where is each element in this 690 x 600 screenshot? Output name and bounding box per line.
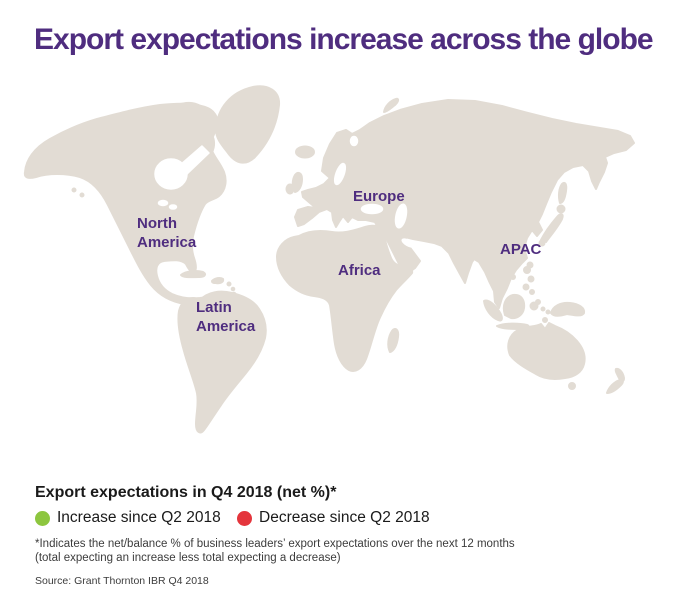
new-guinea-island — [550, 301, 586, 317]
madagascar-island — [387, 328, 400, 353]
decrease-marker-dot — [237, 510, 252, 526]
inland-seas — [154, 135, 415, 248]
indonesia-islands — [483, 293, 551, 330]
footnote-line-1: *Indicates the net/balance % of business… — [35, 538, 515, 550]
page-title: Export expectations increase across the … — [34, 23, 654, 56]
japan-islands — [538, 204, 566, 247]
tasmania-island — [568, 382, 576, 390]
white-sea — [349, 135, 359, 147]
legend-item-decrease: Decrease since Q2 2018 — [237, 509, 430, 527]
region-label-europe: Europe — [353, 188, 405, 205]
hainan-island — [510, 274, 516, 280]
persian-gulf — [401, 238, 415, 248]
eurasia-landmass — [294, 99, 635, 309]
south-america-landmass — [177, 290, 267, 434]
baltic-sea — [333, 162, 347, 186]
landmasses — [23, 85, 635, 434]
new-zealand-islands — [606, 367, 625, 394]
british-isles — [285, 171, 303, 195]
novaya-zemlya-island — [383, 97, 400, 113]
region-label-north-america: North America — [137, 215, 197, 252]
region-label-africa: Africa — [338, 262, 381, 279]
footnote-line-2: (total expecting an increase less total … — [35, 552, 341, 564]
region-label-latin-america: Latin America — [196, 299, 256, 336]
philippine-islands — [522, 266, 535, 295]
source-attribution: Source: Grant Thornton IBR Q4 2018 — [35, 575, 209, 587]
caspian-sea — [394, 203, 408, 229]
legend-heading: Export expectations in Q4 2018 (net %)* — [35, 484, 337, 501]
legend-item-label: Increase since Q2 2018 — [57, 509, 221, 526]
increase-marker-dot — [35, 510, 50, 526]
iceland-island — [295, 145, 315, 159]
australia-landmass — [507, 322, 586, 380]
aleutian-islands — [71, 187, 85, 198]
world-map — [23, 85, 635, 434]
sakhalin-island — [557, 181, 568, 204]
hudson-strait — [178, 145, 210, 176]
region-label-apac: APAC — [500, 241, 542, 258]
africa-landmass — [276, 224, 414, 372]
great-lakes — [168, 204, 178, 210]
legend-item-increase: Increase since Q2 2018 — [35, 509, 221, 527]
legend-item-label: Decrease since Q2 2018 — [259, 509, 430, 526]
greenland-landmass — [215, 85, 281, 164]
great-lakes — [157, 199, 169, 207]
black-sea — [360, 203, 384, 215]
